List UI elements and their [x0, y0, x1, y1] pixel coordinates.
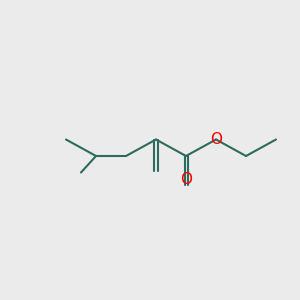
Text: O: O — [210, 132, 222, 147]
Text: O: O — [180, 172, 192, 188]
